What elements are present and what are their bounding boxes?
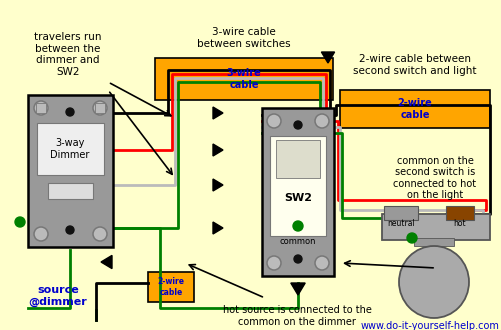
Circle shape: [294, 121, 302, 129]
Circle shape: [66, 108, 74, 116]
Circle shape: [293, 221, 303, 231]
Text: 2-wire
cable: 2-wire cable: [157, 277, 184, 297]
Bar: [445, 206, 473, 220]
Text: 3-wire
cable: 3-wire cable: [226, 68, 261, 90]
Circle shape: [267, 114, 281, 128]
Circle shape: [15, 217, 25, 227]
Polygon shape: [212, 222, 222, 234]
Bar: [270, 136, 325, 236]
Bar: [36, 103, 46, 113]
Text: travelers run
between the
dimmer and
SW2: travelers run between the dimmer and SW2: [34, 32, 102, 77]
Text: source
@dimmer: source @dimmer: [29, 285, 87, 307]
Text: common: common: [279, 237, 316, 246]
Text: 3-way
Dimmer: 3-way Dimmer: [50, 138, 90, 160]
Polygon shape: [212, 144, 222, 156]
Bar: [262, 108, 333, 276]
Circle shape: [294, 255, 302, 263]
Bar: [28, 95, 113, 247]
Polygon shape: [101, 255, 112, 269]
Text: hot source is connected to the
common on the dimmer: hot source is connected to the common on…: [222, 305, 371, 327]
Text: 2-wire cable between
second switch and light: 2-wire cable between second switch and l…: [353, 54, 476, 76]
Circle shape: [267, 256, 281, 270]
Circle shape: [314, 256, 328, 270]
Text: SW2: SW2: [284, 193, 312, 203]
Circle shape: [93, 227, 107, 241]
Text: hot: hot: [453, 218, 465, 227]
Bar: [339, 90, 489, 128]
Bar: [148, 272, 193, 302]
Bar: [155, 58, 332, 100]
Circle shape: [66, 226, 74, 234]
Text: 2-wire
cable: 2-wire cable: [397, 98, 431, 120]
Text: neutral: neutral: [386, 218, 414, 227]
Circle shape: [34, 101, 48, 115]
Text: 3-wire cable
between switches: 3-wire cable between switches: [197, 27, 290, 49]
Bar: [383, 206, 417, 220]
Bar: [95, 103, 105, 113]
Polygon shape: [290, 283, 305, 295]
Circle shape: [314, 114, 328, 128]
Text: www.do-it-yourself-help.com: www.do-it-yourself-help.com: [360, 321, 498, 330]
Ellipse shape: [398, 246, 468, 318]
Circle shape: [406, 233, 416, 243]
Bar: [276, 140, 319, 178]
Bar: [48, 183, 93, 199]
Polygon shape: [212, 179, 222, 191]
Text: common on the
second switch is
connected to hot
on the light: common on the second switch is connected…: [393, 156, 475, 200]
Bar: [37, 123, 104, 175]
Bar: [413, 238, 453, 246]
Circle shape: [34, 227, 48, 241]
Bar: [381, 214, 489, 240]
Polygon shape: [321, 52, 334, 63]
Circle shape: [93, 101, 107, 115]
Polygon shape: [212, 107, 222, 119]
